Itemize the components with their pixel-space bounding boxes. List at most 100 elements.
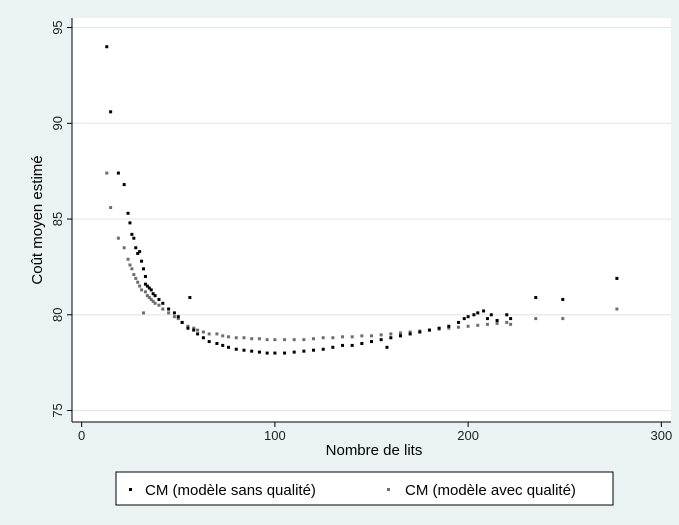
data-point: [615, 307, 619, 311]
data-point: [207, 340, 211, 344]
data-point: [360, 334, 364, 338]
data-point: [167, 311, 171, 315]
data-point: [172, 311, 176, 315]
data-point: [505, 320, 509, 324]
data-point: [143, 290, 147, 294]
data-point: [221, 334, 225, 338]
axis-layer: 75 80 85 90 95 0 100 200 300: [50, 18, 672, 443]
data-point: [302, 349, 306, 353]
data-point: [283, 351, 287, 355]
data-point: [265, 338, 269, 342]
data-point: [147, 296, 151, 300]
data-point: [109, 110, 113, 114]
data-point: [398, 331, 402, 335]
data-point: [116, 171, 120, 175]
data-point: [437, 326, 441, 330]
data-point: [509, 317, 513, 321]
y-axis-title: Coût moyen estimé: [29, 155, 46, 284]
data-point: [398, 334, 402, 338]
data-point: [176, 315, 180, 319]
legend-box: [115, 471, 614, 506]
data-point: [466, 324, 470, 328]
data-point: [485, 322, 489, 326]
data-point: [215, 332, 219, 336]
data-point: [408, 330, 412, 334]
legend: CM (modèle sans qualité) CM (modèle avec…: [115, 471, 614, 506]
data-point: [149, 297, 153, 301]
data-point: [273, 351, 277, 355]
data-point: [379, 333, 383, 337]
data-point: [138, 250, 142, 254]
y-tick-label: 75: [50, 403, 65, 417]
data-point: [196, 332, 200, 336]
data-point: [143, 282, 147, 286]
data-point: [126, 211, 130, 215]
y-tick-label: 85: [50, 212, 65, 226]
data-point: [427, 328, 431, 332]
data-point: [257, 337, 261, 341]
data-point: [418, 330, 422, 334]
data-point: [227, 345, 231, 349]
data-point: [385, 345, 389, 349]
data-point: [408, 332, 412, 336]
data-point: [472, 313, 476, 317]
data-point: [389, 336, 393, 340]
data-point: [456, 320, 460, 324]
data-point: [227, 335, 231, 339]
data-point: [161, 307, 165, 311]
data-point: [265, 351, 269, 355]
data-point: [495, 319, 499, 323]
data-point: [136, 280, 140, 284]
data-point: [207, 332, 211, 336]
x-tick-label: 300: [650, 428, 672, 443]
data-point: [350, 343, 354, 347]
data-point: [534, 317, 538, 321]
data-point: [147, 286, 151, 290]
data-point: [447, 326, 451, 330]
data-point: [561, 317, 565, 321]
data-point: [283, 338, 287, 342]
data-point: [615, 276, 619, 280]
data-point: [447, 324, 451, 328]
x-axis-title: Nombre de lits: [326, 442, 423, 459]
data-point: [151, 299, 155, 303]
data-point: [242, 348, 246, 352]
data-point: [116, 236, 120, 240]
data-point: [476, 311, 480, 315]
data-point: [350, 335, 354, 339]
legend-marker-series-2: [387, 488, 390, 491]
x-tick-label: 0: [78, 428, 85, 443]
series-1: [105, 45, 619, 355]
data-point: [128, 263, 132, 267]
data-point: [145, 284, 149, 288]
y-tick-label: 95: [50, 20, 65, 34]
marks-layer: [105, 45, 619, 355]
y-tick-label: 90: [50, 116, 65, 130]
data-point: [192, 326, 196, 330]
data-point: [122, 183, 126, 187]
data-point: [379, 338, 383, 342]
data-point: [132, 236, 136, 240]
data-point: [186, 326, 190, 330]
data-point: [143, 274, 147, 278]
data-point: [130, 232, 134, 236]
data-point: [157, 297, 161, 301]
data-point: [201, 330, 205, 334]
data-point: [176, 317, 180, 321]
data-point: [462, 317, 466, 321]
data-point: [105, 45, 109, 49]
data-point: [292, 350, 296, 354]
data-point: [331, 345, 335, 349]
data-point: [201, 336, 205, 340]
data-point: [456, 325, 460, 329]
data-point: [140, 259, 144, 263]
data-point: [141, 311, 145, 315]
data-point: [126, 257, 130, 261]
data-point: [221, 343, 225, 347]
data-point: [489, 313, 493, 317]
data-point: [140, 288, 144, 292]
data-point: [292, 338, 296, 342]
data-point: [321, 336, 325, 340]
